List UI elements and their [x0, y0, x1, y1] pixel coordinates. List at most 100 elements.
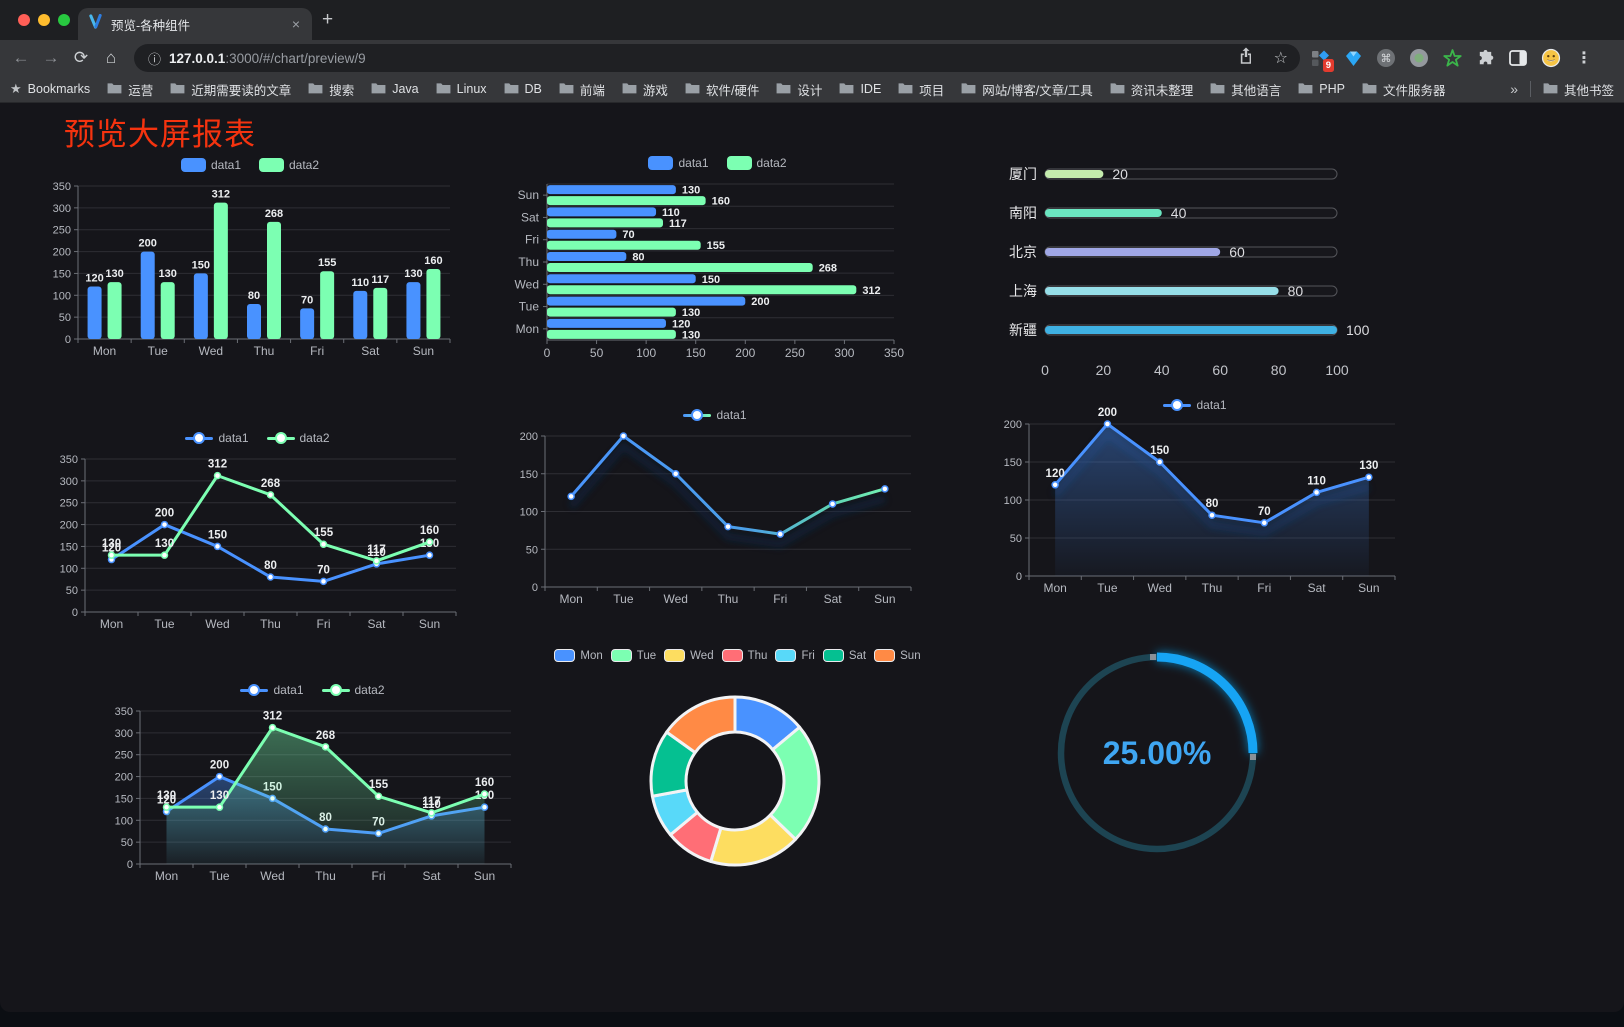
svg-text:312: 312	[208, 459, 227, 471]
legend-item-Mon[interactable]: Mon	[554, 649, 603, 662]
bookmark-folder[interactable]: 其他语言	[1210, 80, 1281, 99]
bookmark-folder[interactable]: 游戏	[622, 80, 668, 99]
bookmark-folder[interactable]: 搜索	[308, 80, 354, 99]
chart-progress-bars[interactable]: 厦门 20 南阳 40 北京 60 上海 80 新疆 100 0 20 40 60 80 100	[1000, 153, 1390, 388]
bookmark-folder[interactable]: PHP	[1298, 82, 1345, 97]
svg-text:Thu: Thu	[1202, 581, 1223, 595]
chart-line-gradient[interactable]: data1 0 50 100 150 200 Mon Tue Wed Thu Fri Sat Sun	[505, 400, 925, 615]
folder-icon	[504, 82, 519, 97]
bookmark-folder[interactable]: 软件/硬件	[685, 80, 759, 99]
close-window-button[interactable]	[18, 14, 30, 26]
chart-donut[interactable]: Mon Tue Wed Thu Fri Sat Sun	[545, 641, 930, 891]
share-icon[interactable]	[1238, 47, 1254, 69]
bookmark-folder[interactable]: 近期需要读的文章	[170, 80, 291, 99]
tab-close-icon[interactable]: ×	[291, 16, 300, 32]
legend-item-data1[interactable]: data1	[185, 431, 249, 445]
new-tab-button[interactable]: +	[322, 9, 334, 30]
bookmark-folder[interactable]: 运营	[107, 80, 153, 99]
chart-area-single[interactable]: data1 0 50 100 150 200 Mon Tue Wed Thu Fri Sat Sun 12…	[985, 390, 1405, 602]
bookmark-folder[interactable]: 设计	[776, 80, 822, 99]
address-bar[interactable]: ⓘ 127.0.0.1:3000/#/chart/preview/9 ☆	[134, 44, 1300, 72]
sidebar-toggle-icon[interactable]	[1508, 48, 1528, 68]
donut-canvas[interactable]	[545, 641, 930, 891]
legend-marker	[1163, 399, 1192, 411]
grouped-bar-canvas[interactable]: 0 50 100 150 200 250 300 350 Mon Tue Wed Thu Fri Sat S…	[40, 150, 460, 365]
folder-icon	[1110, 82, 1125, 97]
emoji-profile-icon[interactable]	[1541, 48, 1561, 68]
progress-bars-canvas[interactable]: 厦门 20 南阳 40 北京 60 上海 80 新疆 100 0 20 40 60 80 100	[1000, 153, 1390, 388]
svg-text:100: 100	[1004, 495, 1022, 507]
gem-extension-icon[interactable]	[1343, 48, 1363, 68]
svg-text:200: 200	[735, 346, 755, 360]
legend-item-data1[interactable]: data1	[683, 408, 747, 422]
svg-text:150: 150	[1150, 445, 1169, 457]
bookmarks-overflow-chevron[interactable]: »	[1510, 81, 1518, 97]
svg-text:130: 130	[210, 790, 229, 802]
legend-item-data2[interactable]: data2	[321, 683, 385, 697]
svg-text:Sun: Sun	[518, 188, 539, 202]
svg-text:150: 150	[53, 268, 71, 280]
chart-area-two-series[interactable]: data1 data2 0 50 100 150 200 250 300 350 Mon Tue Wed…	[100, 675, 525, 890]
info-icon[interactable]: ⓘ	[148, 51, 162, 67]
tab-manager-extension-icon[interactable]: 9	[1310, 48, 1334, 72]
browser-menu-icon[interactable]: ⋮	[1576, 50, 1592, 67]
gauge-canvas[interactable]: 25.00%	[1038, 638, 1278, 878]
back-icon[interactable]: ←	[12, 48, 30, 67]
svg-text:50: 50	[66, 585, 78, 597]
star-extension-icon[interactable]	[1442, 48, 1462, 68]
legend-item-Sun[interactable]: Sun	[874, 649, 921, 662]
legend-item-Thu[interactable]: Thu	[721, 649, 767, 662]
forward-icon[interactable]: →	[42, 48, 60, 67]
bookmark-star-icon[interactable]: ☆	[1273, 50, 1288, 67]
svg-text:0: 0	[127, 859, 133, 871]
svg-text:50: 50	[59, 312, 71, 324]
legend-item-data1[interactable]: data1	[1163, 398, 1227, 412]
legend-item-data1[interactable]: data1	[180, 158, 241, 172]
line-gradient-canvas[interactable]: 0 50 100 150 200 Mon Tue Wed Thu Fri Sat Sun	[505, 400, 925, 615]
zoom-window-button[interactable]	[58, 14, 70, 26]
home-icon[interactable]: ⌂	[105, 48, 117, 67]
other-bookmarks[interactable]: 其他书签	[1543, 80, 1614, 99]
line-two-series-canvas[interactable]: 0 50 100 150 200 250 300 350 Mon Tue Wed Thu Fri Sat S…	[45, 423, 470, 638]
folder-icon	[1210, 82, 1225, 97]
bookmark-folder[interactable]: IDE	[839, 82, 881, 97]
chart-horizontal-bar[interactable]: data1 data2 0 50 100 150 200 250 300 350 Sun 130 160…	[505, 148, 930, 368]
bookmark-folder[interactable]: 网站/博客/文章/工具	[961, 80, 1093, 99]
bookmark-folder[interactable]: 项目	[898, 80, 944, 99]
bookmarks-root[interactable]: ★ Bookmarks	[10, 81, 90, 97]
reload-icon[interactable]: ⟳	[73, 48, 89, 67]
bookmark-folder[interactable]: 前端	[559, 80, 605, 99]
svg-text:110: 110	[662, 207, 680, 219]
svg-text:Wed: Wed	[260, 869, 284, 883]
bookmark-folder[interactable]: Java	[371, 82, 419, 97]
chart-line-two-series[interactable]: data1 data2 0 50 100 150 200 250 300 350 Mon Tue Wed…	[45, 423, 470, 638]
svg-text:Sat: Sat	[824, 592, 843, 606]
command-extension-icon[interactable]: ⌘	[1376, 48, 1396, 68]
chart-gauge[interactable]: 25.00%	[1038, 638, 1278, 878]
bookmark-folder[interactable]: Linux	[436, 82, 487, 97]
legend-item-Wed[interactable]: Wed	[664, 649, 714, 662]
browser-tab[interactable]: 预览-各种组件 ×	[78, 8, 312, 40]
bookmark-folder[interactable]: 文件服务器	[1362, 80, 1445, 99]
bookmark-folder[interactable]: DB	[504, 82, 542, 97]
extensions-puzzle-icon[interactable]	[1475, 48, 1495, 68]
svg-text:200: 200	[155, 508, 174, 520]
svg-text:117: 117	[367, 544, 386, 556]
url-text[interactable]: 127.0.0.1:3000/#/chart/preview/9	[169, 51, 1238, 66]
area-two-series-canvas[interactable]: 0 50 100 150 200 250 300 350 Mon Tue Wed Thu Fri Sat S…	[100, 675, 525, 890]
area-single-canvas[interactable]: 0 50 100 150 200 Mon Tue Wed Thu Fri Sat Sun 120 200 1…	[985, 390, 1405, 602]
chart-grouped-bar[interactable]: data1 data2 0 50 100 150 200 250 300 350 Mon Tue Wed…	[40, 150, 460, 365]
legend-item-data2[interactable]: data2	[726, 156, 787, 170]
legend-item-data1[interactable]: data1	[240, 683, 304, 697]
bookmark-folder[interactable]: 资讯未整理	[1110, 80, 1193, 99]
legend-item-data1[interactable]: data1	[648, 156, 709, 170]
legend-item-data2[interactable]: data2	[266, 431, 330, 445]
legend-item-data2[interactable]: data2	[259, 158, 319, 172]
minimize-window-button[interactable]	[38, 14, 50, 26]
svg-text:80: 80	[248, 290, 260, 302]
legend-item-Fri[interactable]: Fri	[775, 649, 815, 662]
record-extension-icon[interactable]	[1409, 48, 1429, 68]
legend-item-Sat[interactable]: Sat	[822, 649, 866, 662]
legend-item-Tue[interactable]: Tue	[610, 649, 656, 662]
